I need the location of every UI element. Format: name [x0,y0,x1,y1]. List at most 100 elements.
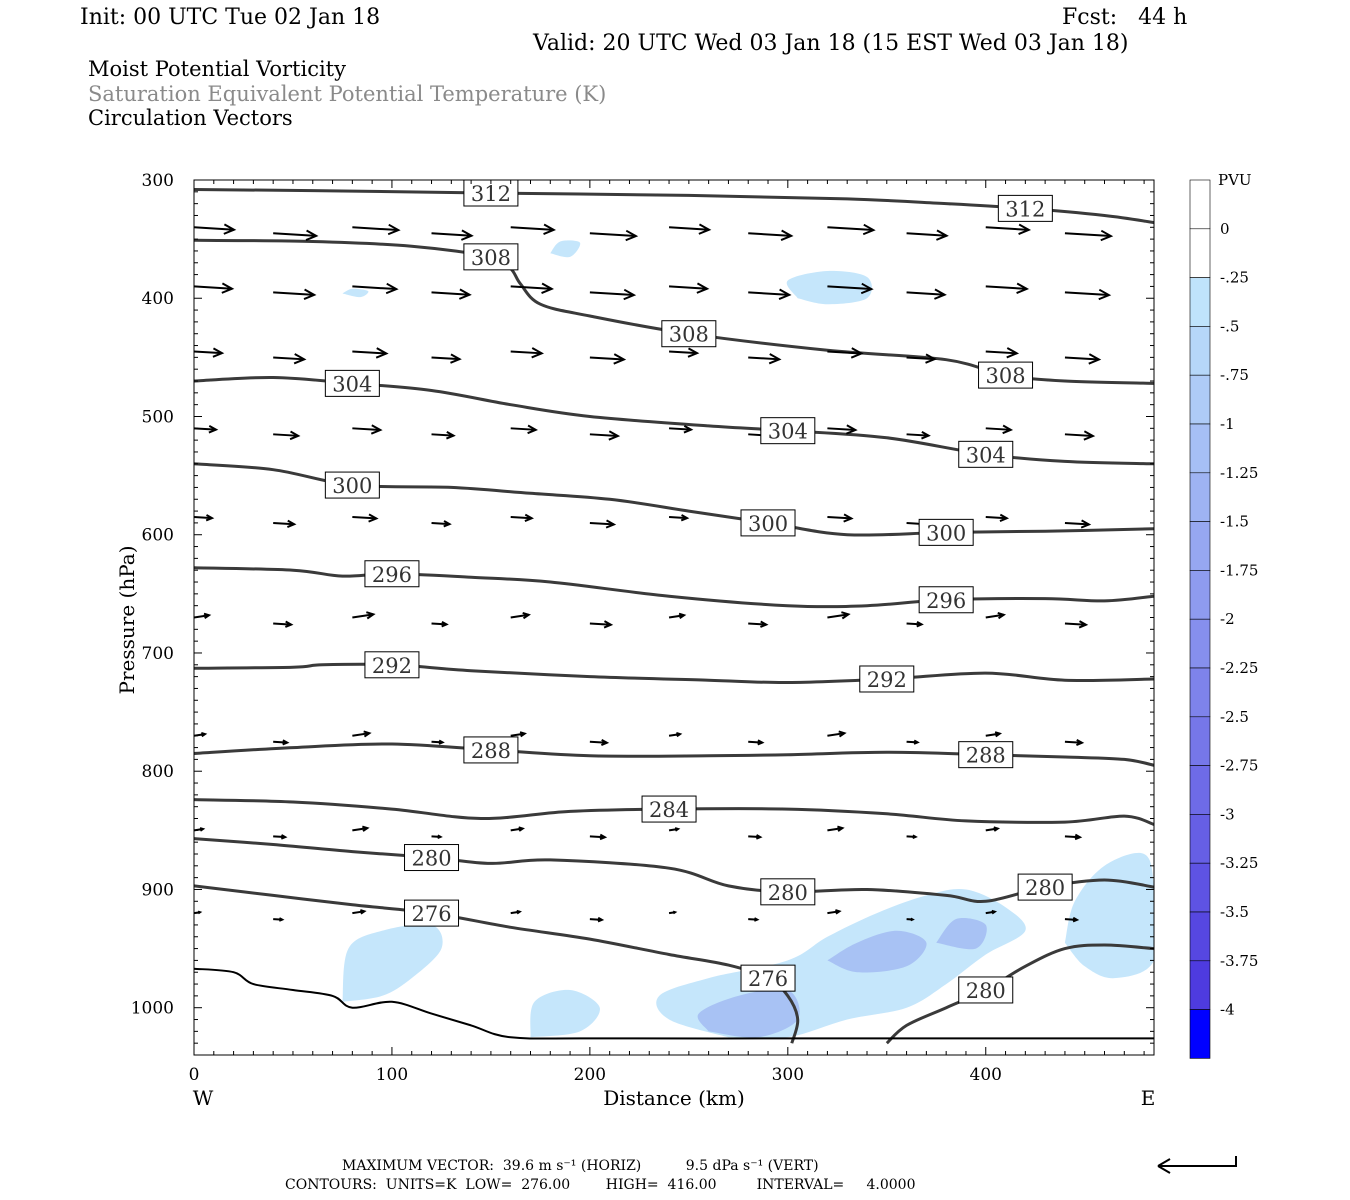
circulation-vector [985,223,1032,235]
theta-contour-276 [194,884,800,1044]
contour-label-box [760,417,816,445]
contour-label-box [1017,873,1073,901]
x-tick-label: 0 [189,1065,200,1085]
circulation-vector [906,430,931,440]
theta-contour-296 [194,566,1154,609]
pv-shade-region [342,288,369,298]
circulation-vector [668,827,681,832]
colorbar-swatch [1189,618,1211,669]
circulation-vector [273,288,317,300]
terrain-line [194,967,1154,1040]
circulation-vector [273,353,307,365]
circulation-vector [748,229,794,241]
y-tick-label: 400 [142,289,174,309]
contour-labels: 312 312 308 308 308 304 304 304 300 300 300 296 296 2… [324,179,1073,1004]
contour-label: 292 [867,668,907,692]
circulation-vector [827,347,864,359]
y-tick-label: 1000 [131,999,174,1019]
contour-label: 308 [669,323,709,347]
colorbar-label: -.25 [1220,269,1249,287]
contour-label-box [918,586,974,614]
circulation-vector [906,353,937,364]
circulation-vector [668,282,710,294]
contour-label-box [958,741,1014,769]
contour-label-box [859,665,915,693]
theta-contour-284 [194,798,1154,826]
circulation-vector [510,909,522,915]
circulation-vector [273,229,319,241]
colorbar-label: -4 [1220,1001,1235,1019]
colorbar-label: -1 [1220,415,1235,433]
circulation-vector [431,520,452,528]
contour-label-box [760,878,816,906]
colorbar-swatch [1189,765,1211,815]
circulation-vector [906,917,915,922]
circulation-vector [510,513,534,522]
contour-label: 280 [1025,876,1065,900]
colorbar-label: 0 [1220,220,1230,238]
circulation-vector [194,514,215,522]
x-axis-title: Distance (km) [603,1086,745,1110]
circulation-vector [273,430,301,441]
contour-label: 300 [748,512,788,536]
circulation-vector [906,834,918,840]
colorbar-swatch [1189,667,1211,718]
pv-shade-region-dark [936,918,987,950]
contour-label: 292 [372,654,412,678]
pv-shade-region-dark [697,988,800,1038]
circulation-vector [1064,353,1102,365]
axes: 300 400 500 600 700 800 900 1000 0 100 200 300 400 [131,171,1154,1085]
circulation-vector [273,739,290,746]
circulation-vector [510,223,556,235]
colorbar-swatch [1189,862,1211,913]
circulation-vector [668,347,700,358]
circulation-vector [906,229,949,241]
contour-label-box [918,518,974,546]
contour-label: 304 [768,420,808,444]
circulation-vector [431,430,456,440]
circulation-vector [748,353,782,365]
x-tick-label: 100 [376,1065,408,1085]
colorbar-swatch [1189,570,1211,620]
circulation-vector [985,826,1001,832]
contour-label: 312 [471,182,511,206]
colorbar-swatch [1189,423,1211,474]
contour-label-box [364,651,420,679]
circulation-vector [668,612,687,620]
circulation-vector [431,288,472,300]
circulation-vector [827,611,851,620]
circulation-vector [1064,833,1083,841]
circulation-vectors [194,223,1114,923]
circulation-vector [589,430,621,441]
circulation-vector [1064,519,1092,529]
circulation-vector [827,282,874,295]
circulation-vector [589,738,610,746]
colorbar-unit-label: PVU [1218,171,1252,189]
colorbar-swatch [1189,228,1211,278]
circulation-vector [985,347,1020,359]
circulation-vector [352,611,376,620]
circulation-vector [431,739,445,745]
circulation-vector [748,739,765,746]
circulation-vector [1064,916,1080,923]
contour-label-box [958,440,1014,468]
contour-label: 296 [926,589,966,613]
x-tick-label: 300 [772,1065,804,1085]
colorbar-label: -2.5 [1220,708,1249,726]
pv-shade-region-dark [827,930,927,973]
circulation-vector [352,513,379,523]
pv-shade-region [550,240,581,258]
init-time-label: Init: 00 UTC Tue 02 Jan 18 [80,5,381,30]
pv-shade-region [530,989,600,1038]
circulation-vector [431,229,474,241]
circulation-vector [985,909,998,915]
circulation-vector [352,347,389,359]
circulation-vector [589,620,614,629]
circulation-vector [589,353,627,365]
y-tick-label: 300 [142,171,174,191]
circulation-vector [1064,229,1114,242]
y-tick-label: 500 [142,407,174,427]
pv-shade-region [1064,853,1154,979]
contour-label-box [404,844,460,872]
